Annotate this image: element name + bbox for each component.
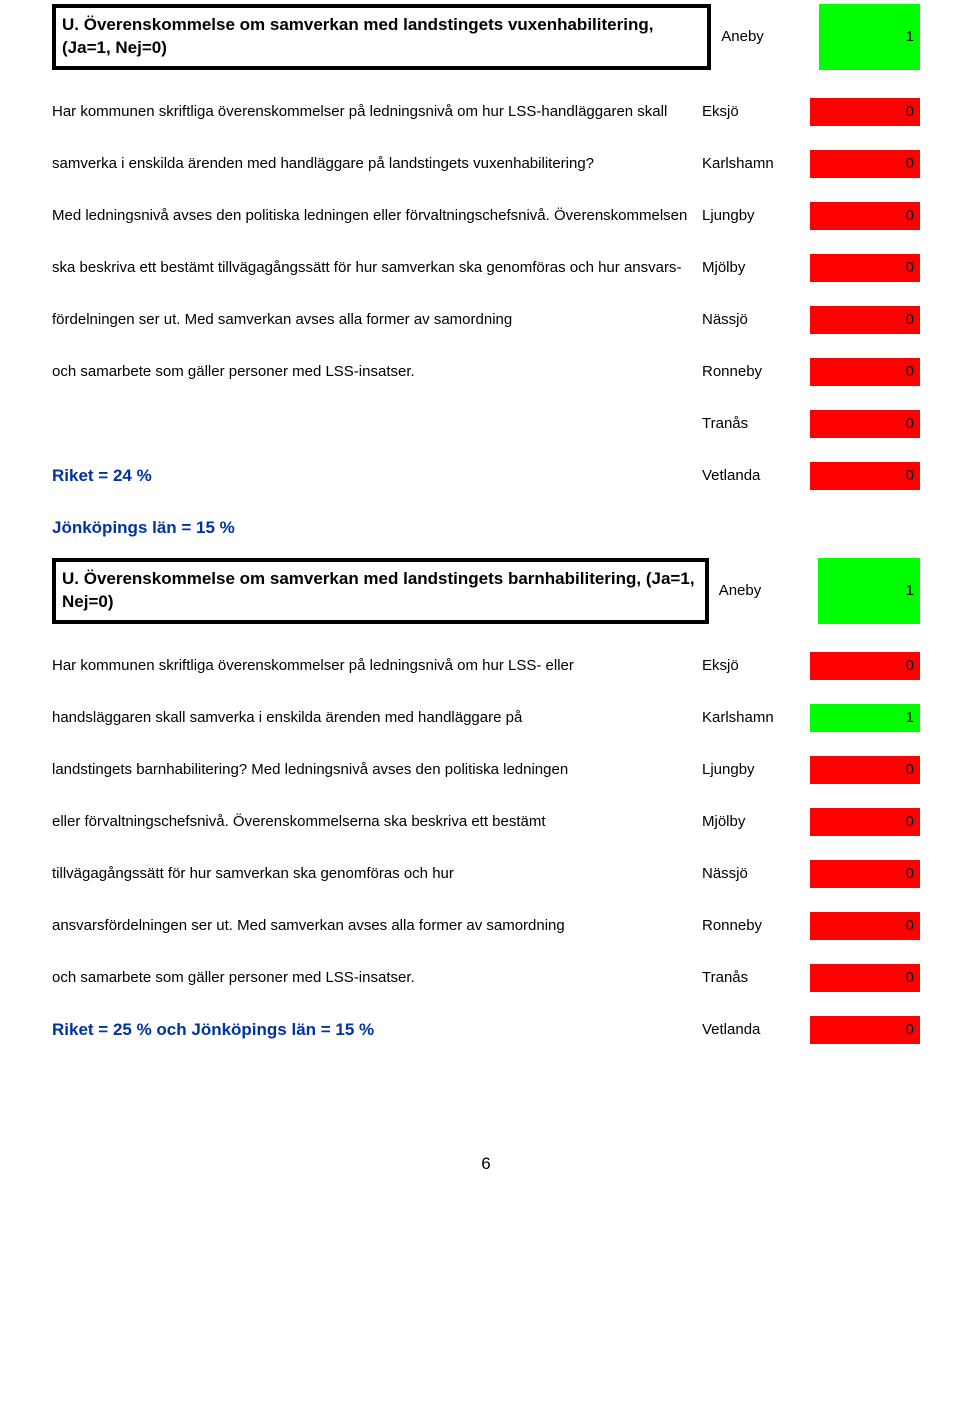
section1-riket-text: Riket = 24 % xyxy=(52,462,700,490)
section2-row: handsläggaren skall samverka i enskilda … xyxy=(52,704,920,732)
section1-row-value: 0 xyxy=(810,306,920,334)
section1-row-name: Tranås xyxy=(700,410,810,438)
section1-jonkoping-text: Jönköpings län = 15 % xyxy=(52,514,700,542)
section2-row-value: 0 xyxy=(810,808,920,836)
section2-row-name: Tranås xyxy=(700,964,810,992)
section2-row-text: handsläggaren skall samverka i enskilda … xyxy=(52,704,700,732)
section1-row-name: Nässjö xyxy=(700,306,810,334)
section1-jonkoping-value xyxy=(810,514,920,542)
page-number: 6 xyxy=(52,1154,920,1174)
section1-row-value: 0 xyxy=(810,358,920,386)
section1-row-text: samverka i enskilda ärenden med handlägg… xyxy=(52,150,700,178)
section2-row-text: Har kommunen skriftliga överenskommelser… xyxy=(52,652,700,680)
section1-row-text: och samarbete som gäller personer med LS… xyxy=(52,358,700,386)
section2-row-name: Eksjö xyxy=(700,652,810,680)
section2-row-text: eller förvaltningschefsnivå. Överenskomm… xyxy=(52,808,700,836)
section1-title-box: U. Överenskommelse om samverkan med land… xyxy=(52,4,711,70)
page: U. Överenskommelse om samverkan med land… xyxy=(0,0,960,1214)
section2-title-value: 1 xyxy=(818,558,920,624)
section2-row: tillvägagångssätt för hur samverkan ska … xyxy=(52,860,920,888)
section1-row-name: Mjölby xyxy=(700,254,810,282)
section2-riket-name: Vetlanda xyxy=(700,1016,810,1044)
section2-row-value: 0 xyxy=(810,860,920,888)
section1-row-text: ska beskriva ett bestämt tillvägagångssä… xyxy=(52,254,700,282)
section1-row-text: Med ledningsnivå avses den politiska led… xyxy=(52,202,700,230)
section1-row-value: 0 xyxy=(810,254,920,282)
section2-row-text: och samarbete som gäller personer med LS… xyxy=(52,964,700,992)
section1-row-value: 0 xyxy=(810,150,920,178)
section2-row: landstingets barnhabilitering? Med ledni… xyxy=(52,756,920,784)
section1-row-text: fördelningen ser ut. Med samverkan avses… xyxy=(52,306,700,334)
section2-row: Har kommunen skriftliga överenskommelser… xyxy=(52,652,920,680)
section2-row: ansvarsfördelningen ser ut. Med samverka… xyxy=(52,912,920,940)
section2-row-value: 0 xyxy=(810,912,920,940)
section2-riket-text: Riket = 25 % och Jönköpings län = 15 % xyxy=(52,1016,700,1044)
section2-title-name: Aneby xyxy=(717,558,819,624)
section1-row-name: Ljungby xyxy=(700,202,810,230)
section1-title-boxwrap: U. Överenskommelse om samverkan med land… xyxy=(52,4,719,70)
section1-jonkoping-row: Jönköpings län = 15 % xyxy=(52,514,920,542)
section1-title-value: 1 xyxy=(819,4,920,70)
section1-riket-value: 0 xyxy=(810,462,920,490)
section2-riket-value: 0 xyxy=(810,1016,920,1044)
section1-row-text xyxy=(52,410,700,438)
section2-row-text: tillvägagångssätt för hur samverkan ska … xyxy=(52,860,700,888)
section2-riket-row: Riket = 25 % och Jönköpings län = 15 % V… xyxy=(52,1016,920,1044)
section1-row: Har kommunen skriftliga överenskommelser… xyxy=(52,98,920,126)
section2-row-text: ansvarsfördelningen ser ut. Med samverka… xyxy=(52,912,700,940)
section1-riket-name: Vetlanda xyxy=(700,462,810,490)
section2-row-name: Nässjö xyxy=(700,860,810,888)
section2-title-boxwrap: U. Överenskommelse om samverkan med land… xyxy=(52,558,717,624)
section1-row-value: 0 xyxy=(810,98,920,126)
section1-title-row: U. Överenskommelse om samverkan med land… xyxy=(52,4,920,70)
section1-row-name: Eksjö xyxy=(700,98,810,126)
section1-row: fördelningen ser ut. Med samverkan avses… xyxy=(52,306,920,334)
section1-row: ska beskriva ett bestämt tillvägagångssä… xyxy=(52,254,920,282)
section2-row-name: Ljungby xyxy=(700,756,810,784)
section2-row-text: landstingets barnhabilitering? Med ledni… xyxy=(52,756,700,784)
section2-row-value: 0 xyxy=(810,756,920,784)
section2-row: och samarbete som gäller personer med LS… xyxy=(52,964,920,992)
section1-row-text: Har kommunen skriftliga överenskommelser… xyxy=(52,98,700,126)
section1-row-name: Ronneby xyxy=(700,358,810,386)
section1-row-value: 0 xyxy=(810,202,920,230)
section2-row-value: 0 xyxy=(810,652,920,680)
section2-row-value: 0 xyxy=(810,964,920,992)
section1-row: samverka i enskilda ärenden med handlägg… xyxy=(52,150,920,178)
section1-row: och samarbete som gäller personer med LS… xyxy=(52,358,920,386)
section1-jonkoping-name xyxy=(700,514,810,542)
section2-row-name: Karlshamn xyxy=(700,704,810,732)
section2-row-name: Mjölby xyxy=(700,808,810,836)
section2-row-value: 1 xyxy=(810,704,920,732)
section2-title-box: U. Överenskommelse om samverkan med land… xyxy=(52,558,709,624)
section2-row-name: Ronneby xyxy=(700,912,810,940)
section2-row: eller förvaltningschefsnivå. Överenskomm… xyxy=(52,808,920,836)
section1-row-name: Karlshamn xyxy=(700,150,810,178)
section1-riket-row: Riket = 24 % Vetlanda 0 xyxy=(52,462,920,490)
section1-row-value: 0 xyxy=(810,410,920,438)
section1-row: Med ledningsnivå avses den politiska led… xyxy=(52,202,920,230)
section2-title-row: U. Överenskommelse om samverkan med land… xyxy=(52,558,920,624)
section1-row: Tranås0 xyxy=(52,410,920,438)
section1-title-name: Aneby xyxy=(719,4,819,70)
